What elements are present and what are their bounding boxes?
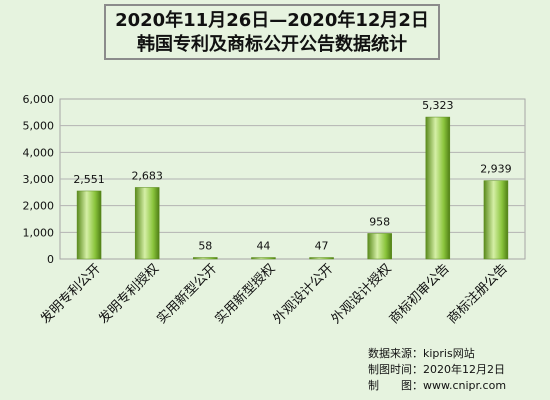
bar <box>425 116 451 260</box>
y-tick-label: 1,000 <box>23 226 55 239</box>
y-tick-label: 3,000 <box>23 173 55 186</box>
x-tick-label: 发明专利公开 <box>37 261 103 327</box>
value-labels: 2,551 2,683 58 44 47 958 5,323 2,939 <box>73 99 511 252</box>
chart-title-line-2: 韩国专利及商标公开公告数据统计 <box>137 34 407 55</box>
bar <box>251 257 276 260</box>
bar <box>134 187 160 260</box>
x-tick-label: 发明专利授权 <box>96 261 162 327</box>
x-tick-label: 商标初审公告 <box>387 261 453 327</box>
bar <box>76 190 102 260</box>
note-date: 制图时间：2020年12月2日 <box>368 363 505 376</box>
y-tick-label: 0 <box>47 253 54 266</box>
bar <box>367 233 392 260</box>
chart-title-line-1: 2020年11月26日—2020年12月2日 <box>115 10 429 31</box>
value-label: 958 <box>369 215 390 228</box>
y-tick-label: 4,000 <box>23 146 55 159</box>
value-label: 2,551 <box>73 173 105 186</box>
bar <box>193 257 218 260</box>
bars <box>76 116 509 260</box>
value-label: 58 <box>198 239 212 252</box>
value-label: 2,683 <box>131 169 163 182</box>
chart-title-box: 2020年11月26日—2020年12月2日 韩国专利及商标公开公告数据统计 <box>104 4 440 60</box>
y-tick-label: 6,000 <box>23 93 55 106</box>
x-axis-labels: 发明专利公开发明专利授权实用新型公开实用新型授权外观设计公开外观设计授权商标初审… <box>37 261 510 327</box>
x-tick-label: 实用新型授权 <box>212 261 278 327</box>
x-tick-label: 商标注册公告 <box>445 261 511 327</box>
value-label: 47 <box>315 240 329 253</box>
note-source: 数据来源：kipris网站 <box>368 347 475 360</box>
value-label: 5,323 <box>422 99 454 112</box>
bar <box>483 180 509 260</box>
y-tick-label: 5,000 <box>23 120 55 133</box>
note-author: 制 图：www.cnipr.com <box>368 379 507 392</box>
y-tick-label: 2,000 <box>23 200 55 213</box>
x-tick-label: 外观设计公开 <box>271 261 337 327</box>
value-label: 2,939 <box>480 163 512 176</box>
x-tick-label: 实用新型公开 <box>154 261 220 327</box>
y-axis: 0 1,000 2,000 3,000 4,000 5,000 6,000 <box>23 93 55 266</box>
bar <box>309 257 334 260</box>
x-tick-label: 外观设计授权 <box>328 261 394 327</box>
value-label: 44 <box>256 240 270 253</box>
source-note: 数据来源：kipris网站 制图时间：2020年12月2日 制 图：www.cn… <box>368 346 546 394</box>
